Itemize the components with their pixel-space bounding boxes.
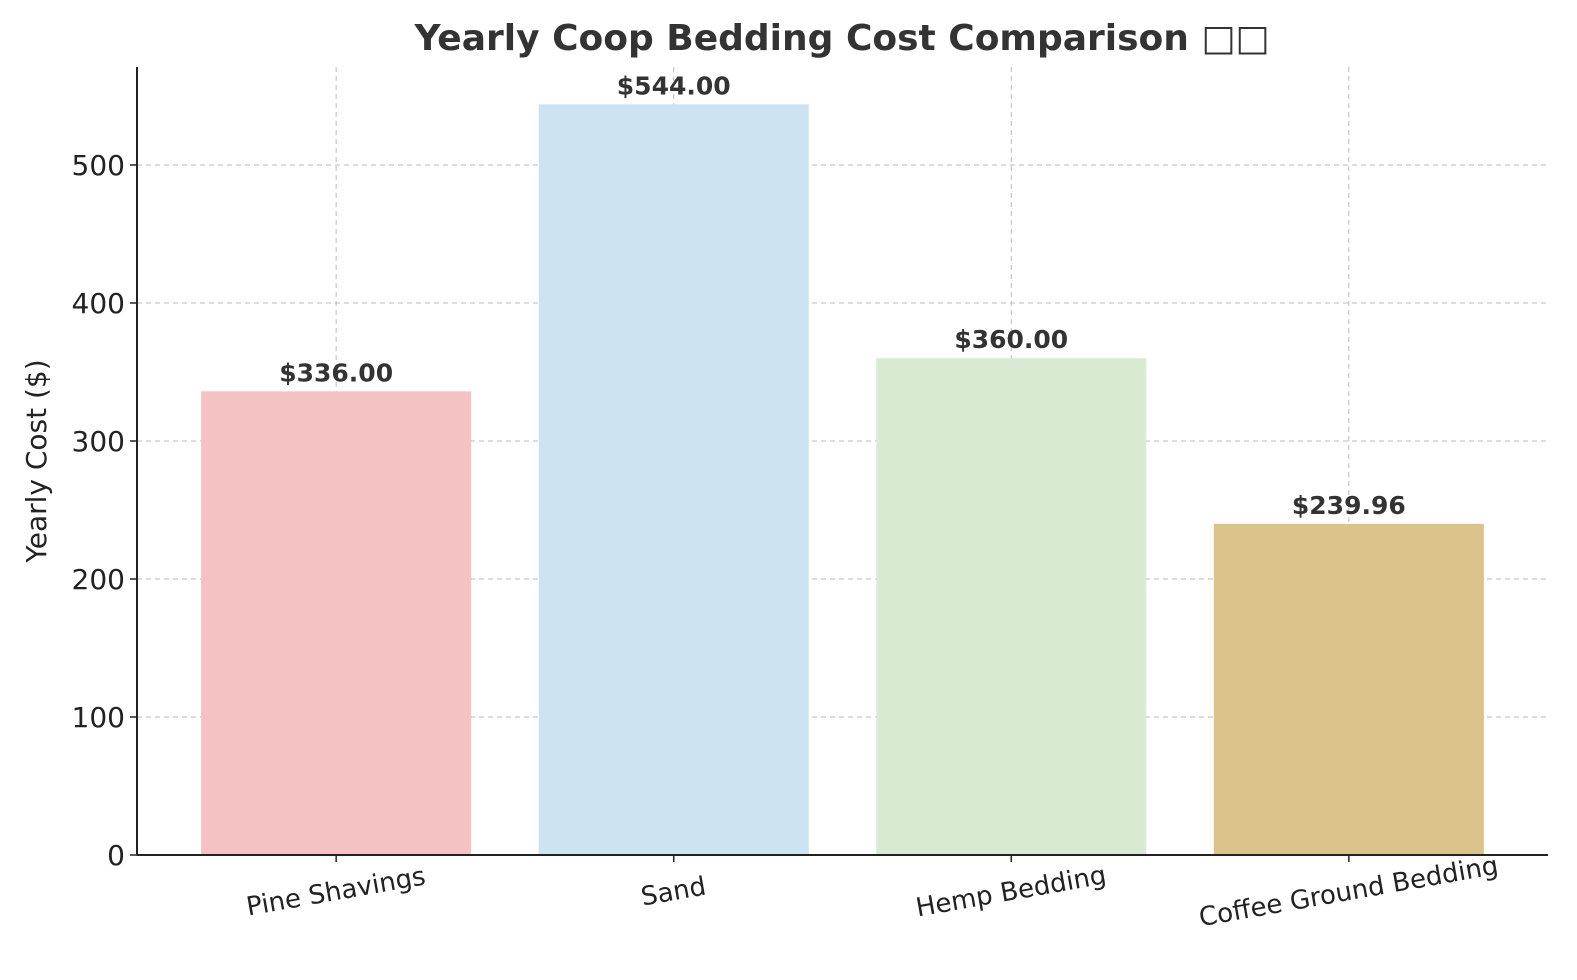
y-tick-label: 0 (107, 839, 125, 872)
x-tick-label: Hemp Bedding (914, 861, 1109, 924)
x-tick-label: Pine Shavings (244, 862, 428, 923)
y-tick-label: 300 (72, 425, 125, 458)
y-tick-label: 100 (72, 701, 125, 734)
bar (201, 391, 472, 855)
bar (1213, 523, 1484, 855)
y-tick-label: 500 (72, 149, 125, 182)
data-label: $336.00 (279, 358, 393, 387)
x-tick-label: Sand (639, 872, 709, 913)
y-axis-label: Yearly Cost ($) (20, 359, 53, 563)
data-label: $360.00 (954, 325, 1068, 354)
chart-title: Yearly Coop Bedding Cost Comparison □□ (414, 18, 1270, 59)
x-tick-label: Coffee Ground Bedding (1197, 851, 1501, 933)
bar (876, 358, 1147, 855)
bar (538, 104, 809, 856)
y-tick-label: 400 (72, 287, 125, 320)
y-tick-label: 200 (72, 563, 125, 596)
data-label: $239.96 (1292, 491, 1406, 520)
data-label: $544.00 (617, 71, 731, 100)
